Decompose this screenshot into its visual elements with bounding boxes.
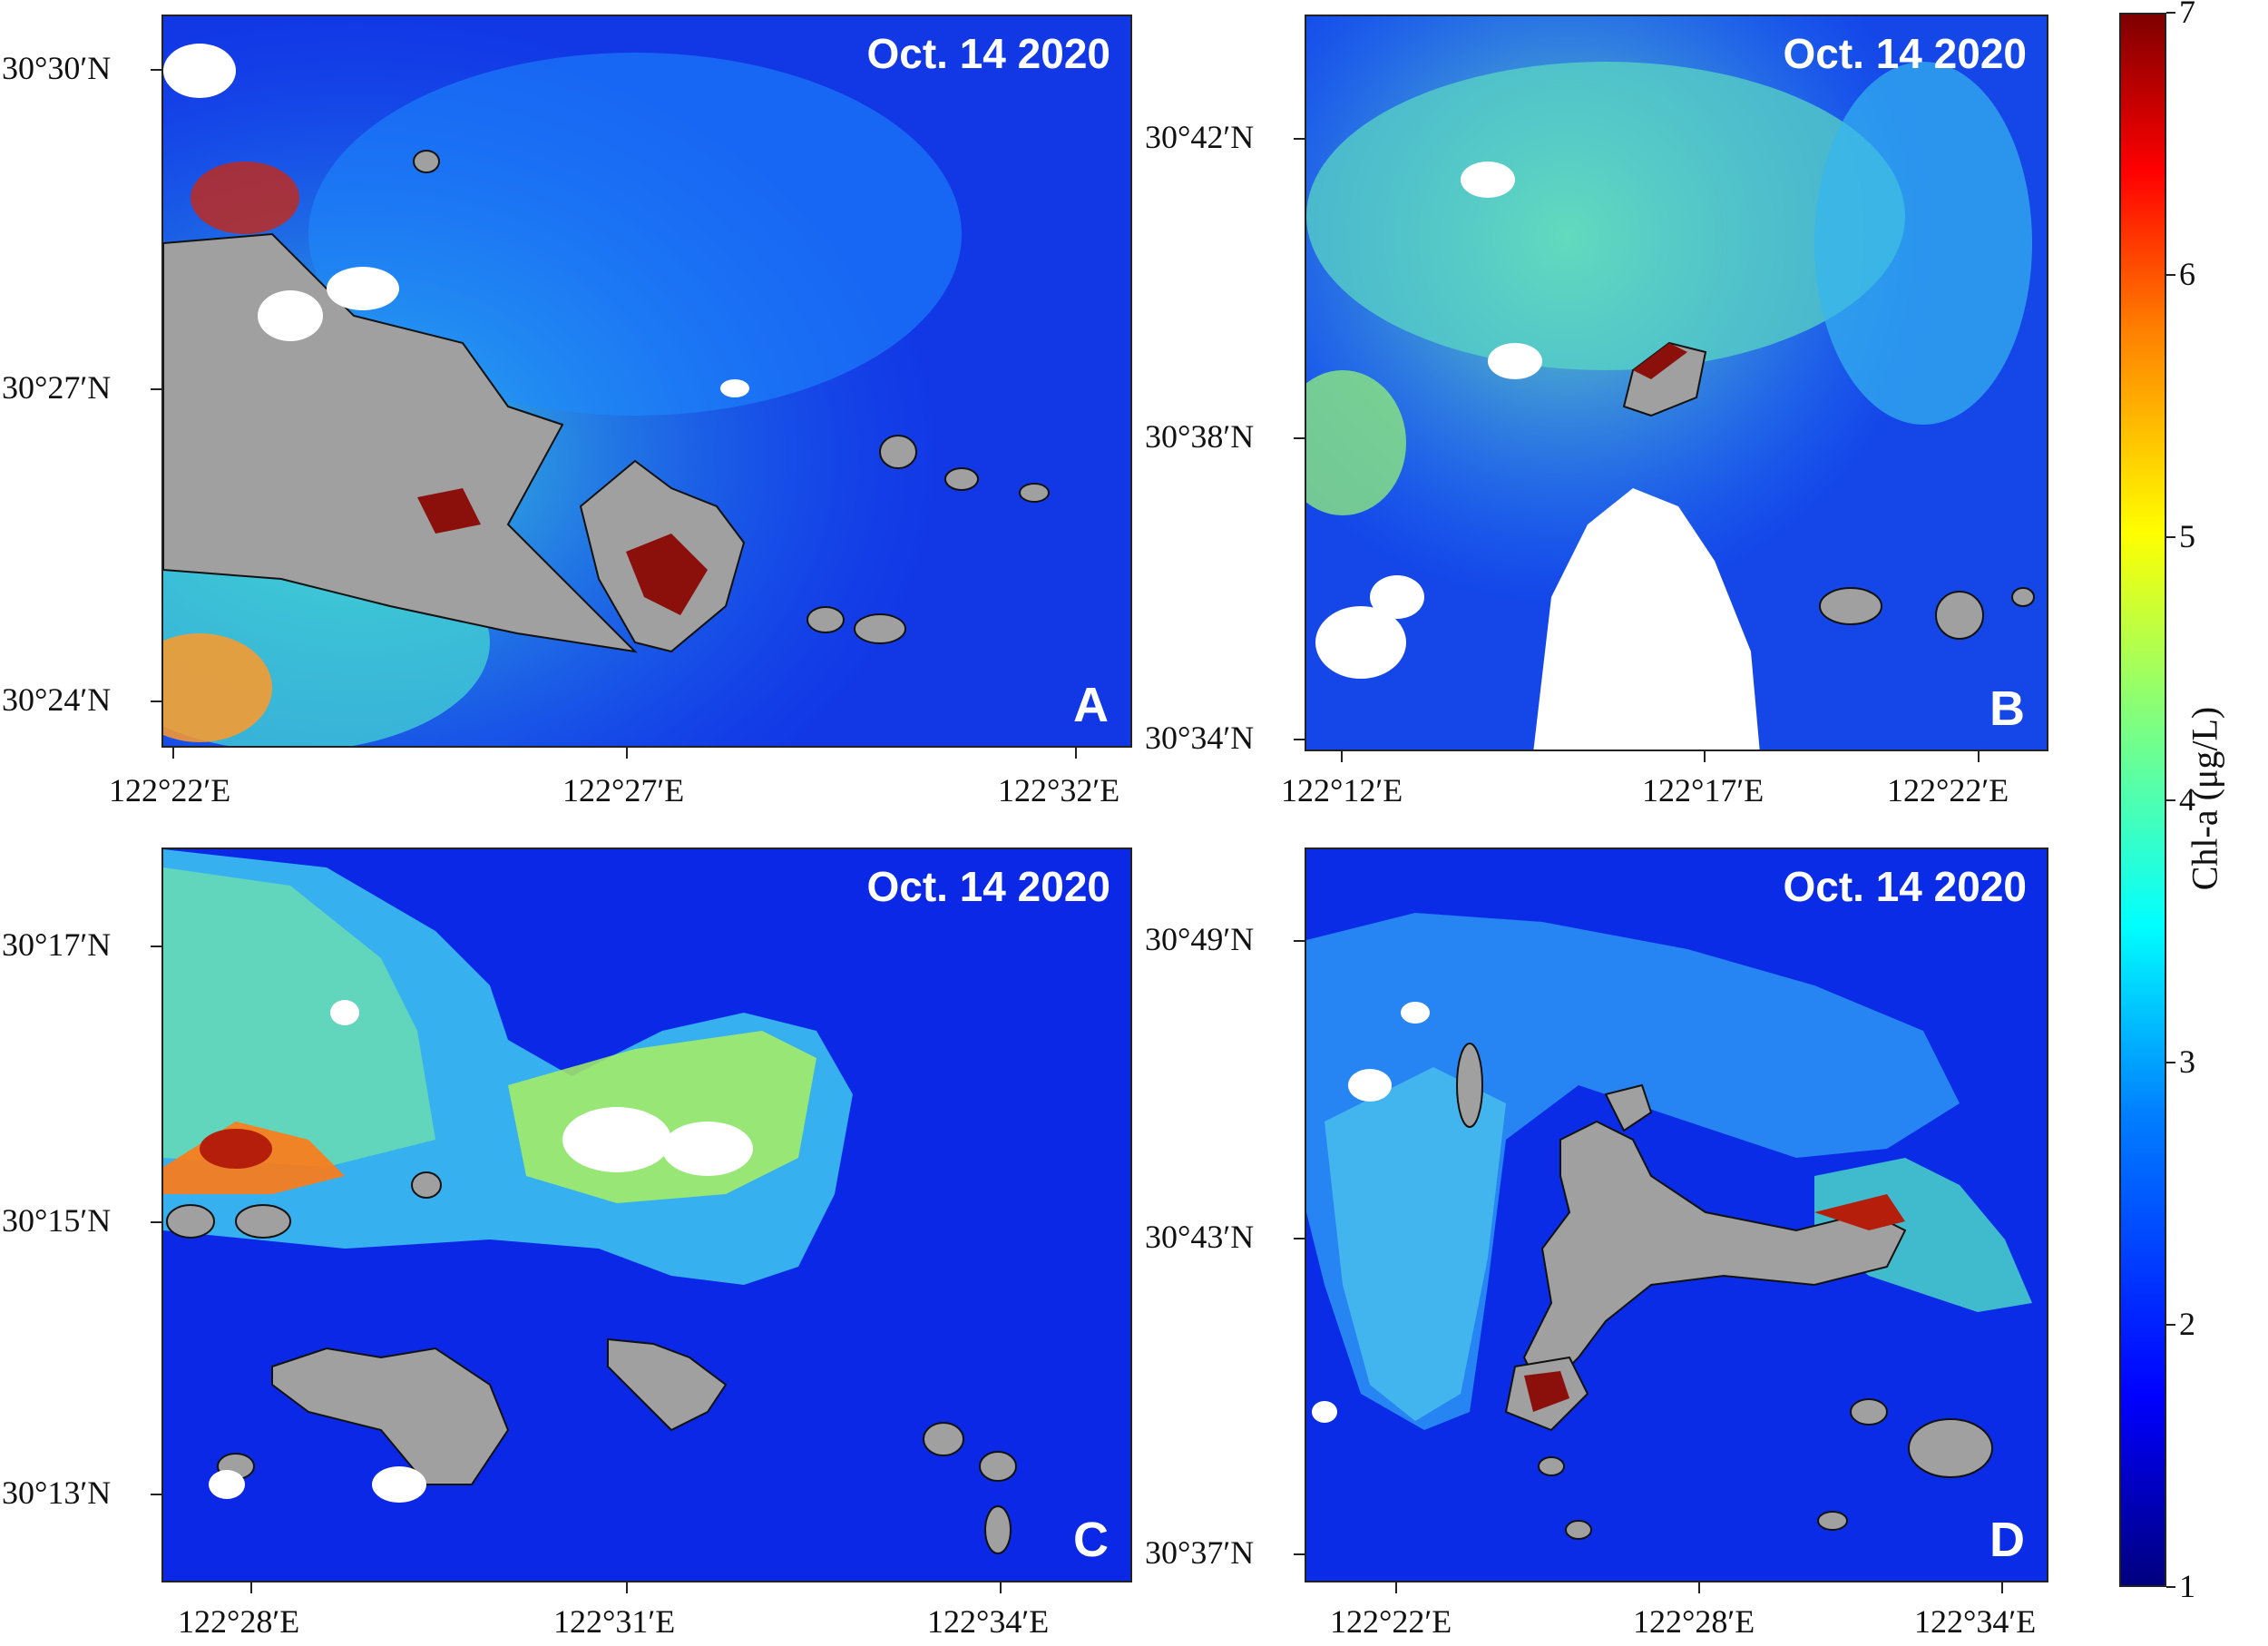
panel-d-ytick-label: 30°49′N bbox=[1145, 921, 1255, 957]
panel-d-ytick-mark bbox=[1294, 1553, 1305, 1555]
panel-c-letter: C bbox=[1073, 1513, 1109, 1567]
panel-c-date: Oct. 14 2020 bbox=[866, 863, 1110, 910]
panel-b-xtick-mark bbox=[1978, 751, 1980, 762]
panel-b-xtick-label: 122°17′E bbox=[1642, 772, 1765, 808]
panel-d-xtick-label: 122°22′E bbox=[1330, 1603, 1452, 1640]
panel-a-xtick-mark bbox=[1075, 748, 1077, 759]
colorbar-tick-mark bbox=[2166, 1323, 2175, 1326]
panel-b-ytick-mark bbox=[1294, 437, 1305, 439]
panel-d-letter: D bbox=[1989, 1513, 2025, 1567]
panel-d-date: Oct. 14 2020 bbox=[1783, 863, 2027, 910]
colorbar bbox=[2119, 13, 2166, 1587]
colorbar-tick-mark bbox=[2166, 12, 2175, 14]
panel-a-xtick-label: 122°27′E bbox=[562, 772, 685, 808]
panel-a-letter: A bbox=[1073, 678, 1109, 732]
colorbar-tick-mark bbox=[2166, 799, 2175, 801]
panel-b-xtick-label: 122°12′E bbox=[1281, 772, 1403, 808]
panel-d-xtick-label: 122°28′E bbox=[1633, 1603, 1755, 1640]
panel-b-ytick-mark bbox=[1294, 739, 1305, 740]
panel-a: Oct. 14 2020 A bbox=[161, 15, 1132, 748]
panel-b-ytick-label: 30°34′N bbox=[1145, 720, 1255, 756]
panel-b-xtick-mark bbox=[1704, 751, 1706, 762]
panel-a-xtick-label: 122°32′E bbox=[998, 772, 1120, 808]
panel-b-xtick-label: 122°22′E bbox=[1887, 772, 2009, 808]
panel-c-ytick-mark bbox=[151, 945, 161, 947]
panel-d: Oct. 14 2020 D bbox=[1305, 847, 2048, 1582]
panel-a-ytick-mark bbox=[151, 701, 161, 702]
panel-b-xtick-mark bbox=[1341, 751, 1343, 762]
panel-c-xtick-label: 122°28′E bbox=[178, 1603, 300, 1640]
panel-a-ytick-mark bbox=[151, 69, 161, 71]
panel-b-chl-map bbox=[1306, 16, 2047, 750]
panel-c-xtick-mark bbox=[250, 1582, 252, 1593]
colorbar-tick-label: 3 bbox=[2179, 1043, 2195, 1080]
colorbar-tick-label: 7 bbox=[2179, 0, 2195, 30]
colorbar-tick-label: 6 bbox=[2179, 256, 2195, 293]
panel-c-xtick-label: 122°31′E bbox=[553, 1603, 676, 1640]
panel-c: Oct. 14 2020 C bbox=[161, 847, 1132, 1582]
colorbar-tick-label: 1 bbox=[2179, 1568, 2195, 1604]
panel-d-xtick-mark bbox=[2001, 1582, 2003, 1593]
panel-b-ytick-label: 30°38′N bbox=[1145, 418, 1255, 455]
panel-a-xtick-label: 122°22′E bbox=[109, 772, 231, 808]
colorbar-tick-label: 4 bbox=[2179, 780, 2195, 818]
panel-c-ytick-label: 30°17′N bbox=[2, 926, 112, 963]
panel-c-xtick-mark bbox=[626, 1582, 628, 1593]
panel-d-ytick-mark bbox=[1294, 1238, 1305, 1239]
panel-b-date: Oct. 14 2020 bbox=[1783, 30, 2027, 77]
panel-a-xtick-mark bbox=[626, 748, 628, 759]
panel-d-chl-map bbox=[1306, 849, 2047, 1581]
colorbar-tick-label: 5 bbox=[2179, 518, 2195, 555]
panel-d-xtick-label: 122°34′E bbox=[1914, 1603, 2037, 1640]
panel-b: Oct. 14 2020 B bbox=[1305, 15, 2048, 751]
panel-a-ytick-mark bbox=[151, 388, 161, 390]
panel-a-date: Oct. 14 2020 bbox=[866, 30, 1110, 77]
panel-c-ytick-mark bbox=[151, 1494, 161, 1495]
panel-c-xtick-mark bbox=[1000, 1582, 1002, 1593]
panel-a-ytick-label: 30°30′N bbox=[2, 50, 112, 86]
colorbar-tick-mark bbox=[2166, 1061, 2175, 1063]
panel-d-xtick-mark bbox=[1698, 1582, 1700, 1593]
panel-c-ytick-mark bbox=[151, 1221, 161, 1223]
colorbar-tick-mark bbox=[2166, 1586, 2175, 1588]
panel-a-xtick-mark bbox=[172, 748, 174, 759]
panel-b-ytick-label: 30°42′N bbox=[1145, 119, 1255, 155]
colorbar-title: Chl-a (μg/L) bbox=[2184, 706, 2225, 891]
panel-b-ytick-mark bbox=[1294, 138, 1305, 140]
panel-d-ytick-label: 30°37′N bbox=[1145, 1534, 1255, 1571]
colorbar-tick-label: 2 bbox=[2179, 1305, 2195, 1342]
panel-c-chl-map bbox=[163, 849, 1130, 1581]
panel-d-ytick-label: 30°43′N bbox=[1145, 1219, 1255, 1255]
panel-a-ytick-label: 30°27′N bbox=[2, 369, 112, 406]
panel-b-letter: B bbox=[1989, 681, 2025, 736]
panel-d-xtick-mark bbox=[1395, 1582, 1397, 1593]
panel-c-ytick-label: 30°13′N bbox=[2, 1475, 112, 1511]
panel-a-chl-map bbox=[163, 16, 1130, 746]
panel-c-ytick-label: 30°15′N bbox=[2, 1202, 112, 1239]
panel-d-ytick-mark bbox=[1294, 940, 1305, 942]
panel-a-ytick-label: 30°24′N bbox=[2, 681, 112, 718]
colorbar-tick-mark bbox=[2166, 274, 2175, 277]
colorbar-tick-mark bbox=[2166, 536, 2175, 539]
panel-c-xtick-label: 122°34′E bbox=[927, 1603, 1050, 1640]
